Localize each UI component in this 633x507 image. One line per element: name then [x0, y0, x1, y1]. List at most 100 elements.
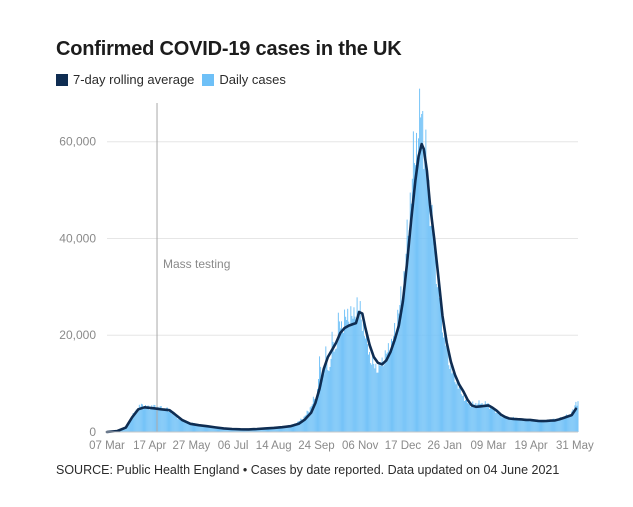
daily-case-bar — [209, 426, 211, 432]
daily-case-bar — [131, 416, 133, 432]
daily-case-bar — [483, 404, 485, 432]
daily-case-bar — [455, 384, 457, 432]
daily-case-bar — [430, 225, 432, 432]
daily-case-bar — [547, 419, 549, 432]
daily-case-bar — [188, 422, 190, 432]
daily-case-bar — [508, 418, 510, 432]
daily-case-bar — [474, 404, 476, 432]
daily-case-bar — [447, 346, 449, 432]
daily-case-bar — [285, 425, 287, 432]
daily-case-bar — [424, 161, 426, 432]
daily-case-bar — [497, 411, 499, 432]
daily-case-bar — [164, 410, 166, 432]
daily-case-bar — [257, 428, 259, 432]
daily-case-bar — [286, 425, 288, 432]
daily-case-bar — [542, 422, 544, 432]
daily-case-bar — [491, 405, 492, 432]
daily-case-bar — [453, 369, 455, 432]
daily-case-bar — [130, 419, 132, 432]
daily-case-bar — [350, 306, 352, 432]
daily-case-bar — [513, 419, 515, 432]
daily-case-bar — [480, 403, 482, 432]
daily-case-bar — [139, 406, 141, 432]
daily-case-bar — [159, 406, 161, 432]
daily-case-bar — [464, 399, 466, 432]
daily-case-bar — [307, 411, 309, 432]
daily-case-bar — [524, 419, 526, 432]
daily-case-bar — [421, 113, 423, 433]
daily-case-bar — [236, 429, 238, 432]
daily-case-bar — [333, 351, 335, 432]
daily-case-bar — [518, 418, 520, 432]
daily-case-bar — [151, 405, 153, 432]
daily-case-bar — [520, 419, 522, 432]
daily-case-bar — [129, 419, 131, 432]
daily-case-bar — [567, 416, 569, 432]
daily-case-bar — [528, 419, 530, 432]
daily-case-bar — [501, 417, 503, 432]
daily-case-bar — [428, 179, 430, 432]
daily-case-bar — [527, 419, 529, 432]
daily-case-bar — [486, 403, 488, 432]
daily-case-bar — [168, 411, 169, 432]
daily-case-bar — [517, 420, 519, 432]
daily-case-bar — [287, 424, 289, 432]
daily-case-bar — [272, 426, 274, 432]
daily-case-bar — [363, 336, 365, 432]
daily-case-bar — [281, 426, 283, 432]
daily-case-bar — [134, 411, 136, 432]
daily-case-bar — [346, 319, 348, 432]
daily-case-bar — [384, 350, 386, 432]
daily-case-bar — [429, 226, 431, 432]
daily-case-bar — [466, 397, 467, 432]
y-tick-label: 20,000 — [59, 328, 96, 342]
daily-case-bar — [193, 423, 194, 432]
daily-case-bar — [403, 271, 405, 432]
daily-case-bar — [467, 402, 469, 432]
daily-case-bar — [521, 419, 523, 432]
daily-case-bar — [406, 219, 408, 432]
legend-label-daily-cases: Daily cases — [219, 72, 286, 87]
daily-case-bar — [200, 424, 202, 432]
daily-case-bar — [196, 425, 198, 432]
daily-case-bar — [572, 409, 574, 432]
daily-case-bar — [499, 413, 501, 432]
daily-case-bar — [276, 427, 278, 432]
daily-case-bar — [418, 138, 420, 432]
daily-case-bar — [561, 417, 563, 432]
daily-case-bar — [505, 416, 507, 432]
daily-case-bar — [553, 418, 555, 432]
daily-case-bar — [162, 409, 164, 432]
daily-case-bar — [335, 348, 337, 432]
daily-case-bar — [315, 397, 317, 432]
daily-case-bar — [182, 420, 184, 432]
daily-case-bar — [183, 422, 185, 432]
daily-case-bar — [375, 363, 377, 432]
x-tick-label: 14 Aug — [256, 440, 292, 452]
daily-case-bar — [532, 420, 534, 432]
daily-case-bar — [288, 425, 290, 432]
daily-case-bar — [360, 319, 362, 432]
daily-case-bar — [284, 425, 286, 432]
daily-case-bar — [147, 405, 149, 432]
daily-case-bar — [412, 131, 414, 432]
daily-case-bar — [226, 428, 228, 432]
daily-case-bar — [280, 426, 282, 432]
daily-case-bar — [395, 334, 397, 432]
legend-item-rolling-average: 7-day rolling average — [56, 72, 194, 87]
daily-case-bar — [338, 321, 340, 432]
daily-case-bar — [422, 111, 424, 432]
rolling-average-line — [105, 142, 578, 434]
daily-case-bar — [128, 421, 130, 432]
x-tick-label: 27 May — [173, 440, 211, 452]
daily-case-bar — [377, 372, 379, 432]
daily-case-bar — [140, 403, 142, 432]
daily-case-bar — [446, 347, 448, 432]
daily-case-bar — [252, 429, 254, 432]
daily-case-bar — [327, 370, 329, 432]
daily-case-bar — [122, 428, 124, 432]
daily-case-bar — [208, 427, 210, 432]
daily-case-bar — [495, 412, 497, 432]
daily-case-bar — [369, 352, 371, 432]
daily-case-bar — [427, 183, 429, 432]
